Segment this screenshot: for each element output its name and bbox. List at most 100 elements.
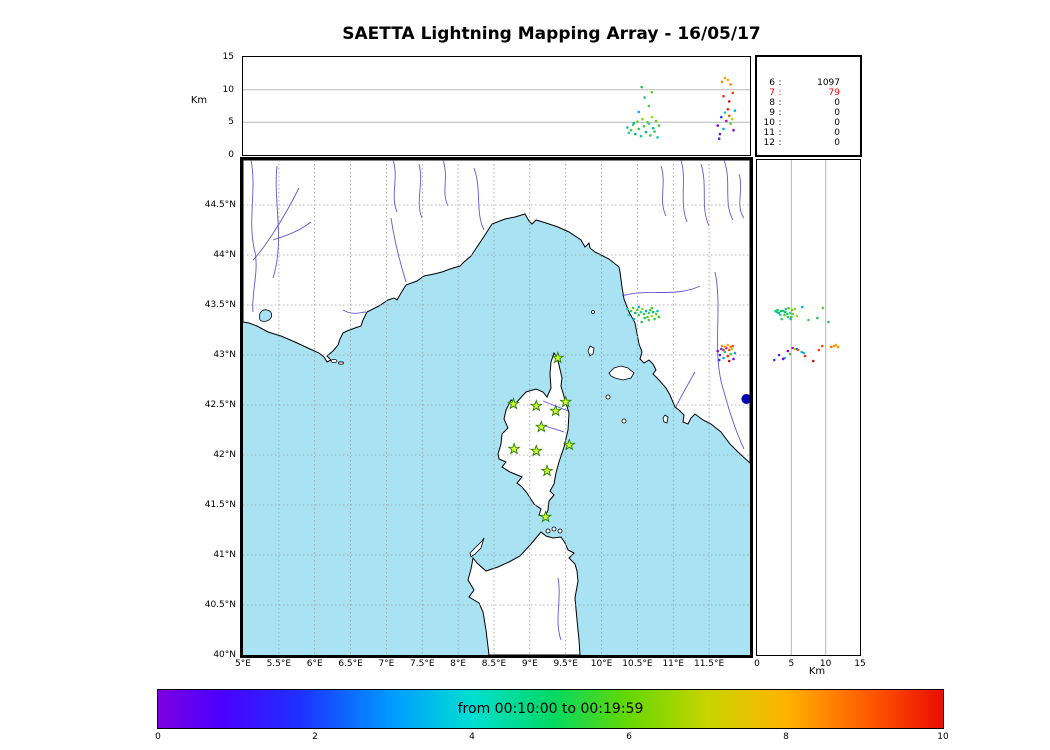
source-point xyxy=(654,312,658,316)
source-point xyxy=(727,359,731,363)
source-point xyxy=(793,307,797,311)
source-point xyxy=(790,308,794,312)
source-point xyxy=(720,80,724,84)
tick-label: 41°N xyxy=(213,550,236,560)
source-point xyxy=(720,344,724,348)
tick-label: 0 xyxy=(754,659,760,669)
source-point xyxy=(777,311,781,315)
source-point xyxy=(788,352,792,356)
river xyxy=(390,217,407,283)
source-point xyxy=(657,124,661,127)
source-point xyxy=(637,127,641,131)
source-point xyxy=(657,315,661,319)
station-number: 11 xyxy=(763,128,775,138)
source-point xyxy=(800,350,803,354)
source-point xyxy=(729,345,732,349)
tick-label: 10°E xyxy=(590,659,613,669)
source-point xyxy=(787,306,790,310)
source-point xyxy=(821,306,825,310)
source-point xyxy=(627,131,631,135)
source-point xyxy=(791,346,794,350)
tick-label: 6°E xyxy=(306,659,323,669)
lightning-sources-layer xyxy=(626,305,750,404)
source-point xyxy=(722,94,725,98)
source-point xyxy=(726,108,730,111)
river xyxy=(557,577,562,641)
source-point xyxy=(646,315,649,319)
source-point xyxy=(726,78,730,82)
arno-river xyxy=(621,285,701,297)
source-point xyxy=(731,344,735,348)
source-point xyxy=(772,358,776,362)
asinara-island xyxy=(469,537,485,558)
river xyxy=(660,165,667,217)
tick-label: 4 xyxy=(469,732,475,742)
source-point xyxy=(783,310,787,314)
river xyxy=(250,160,257,313)
station-number: 9 xyxy=(769,108,775,118)
source-count: 0 xyxy=(834,118,840,128)
tick-label: 15 xyxy=(854,659,866,669)
source-point xyxy=(643,316,646,320)
height-longitude-panel xyxy=(242,56,751,156)
source-point xyxy=(779,313,782,317)
tick-label: 5°E xyxy=(235,659,251,669)
station-number: 10 xyxy=(763,118,775,128)
source-point xyxy=(629,309,633,313)
large-source-point xyxy=(741,394,750,404)
gorgona-island xyxy=(591,310,595,314)
source-point xyxy=(729,352,732,356)
source-point xyxy=(731,91,735,95)
station-star xyxy=(540,464,554,477)
tick-label: 40°N xyxy=(213,650,236,660)
source-count: 0 xyxy=(834,108,840,118)
source-point xyxy=(656,136,659,139)
source-point xyxy=(791,312,794,316)
source-point xyxy=(725,119,728,123)
source-point xyxy=(639,310,643,314)
source-point xyxy=(733,351,737,355)
source-point xyxy=(729,122,732,125)
source-point xyxy=(718,132,722,136)
source-point xyxy=(639,134,643,138)
tick-label: 6 xyxy=(626,732,632,742)
river xyxy=(272,165,279,279)
height-axis-label-right: Km xyxy=(808,666,826,677)
source-point xyxy=(788,311,792,315)
corsica xyxy=(497,351,570,518)
source-point xyxy=(647,104,651,108)
station-stat-row: 8: 0 xyxy=(757,98,860,108)
time-colorbar: from 00:10:00 to 00:19:59 xyxy=(157,689,944,729)
source-point xyxy=(644,309,648,313)
river xyxy=(272,221,312,241)
source-point xyxy=(829,345,833,349)
station-star xyxy=(507,442,521,455)
source-point xyxy=(627,313,631,317)
station-stat-row: 12: 0 xyxy=(757,138,860,148)
source-point xyxy=(640,85,643,89)
river xyxy=(418,163,423,219)
source-point xyxy=(785,312,789,316)
tick-label: 7.5°E xyxy=(410,659,435,669)
tick-label: 8 xyxy=(783,732,789,742)
source-point xyxy=(786,315,790,319)
plan-view-map-panel xyxy=(240,157,753,658)
tick-label: 0 xyxy=(155,732,161,742)
colon: : xyxy=(778,138,782,148)
tick-label: 40.5°N xyxy=(204,600,236,610)
source-point xyxy=(832,344,836,348)
source-point xyxy=(836,345,840,349)
source-point xyxy=(786,349,790,353)
source-point xyxy=(642,312,646,316)
station-star xyxy=(534,420,548,433)
height-latitude-plot xyxy=(772,160,840,655)
source-point xyxy=(723,111,727,114)
figure-title: SAETTA Lightning Mapping Array - 16/05/1… xyxy=(342,24,761,44)
colon: : xyxy=(778,108,782,118)
tick-label: 10 xyxy=(819,659,832,669)
station-star xyxy=(539,510,553,523)
source-point xyxy=(727,100,731,103)
source-point xyxy=(817,348,821,352)
source-point xyxy=(649,308,652,312)
source-point xyxy=(643,96,646,99)
